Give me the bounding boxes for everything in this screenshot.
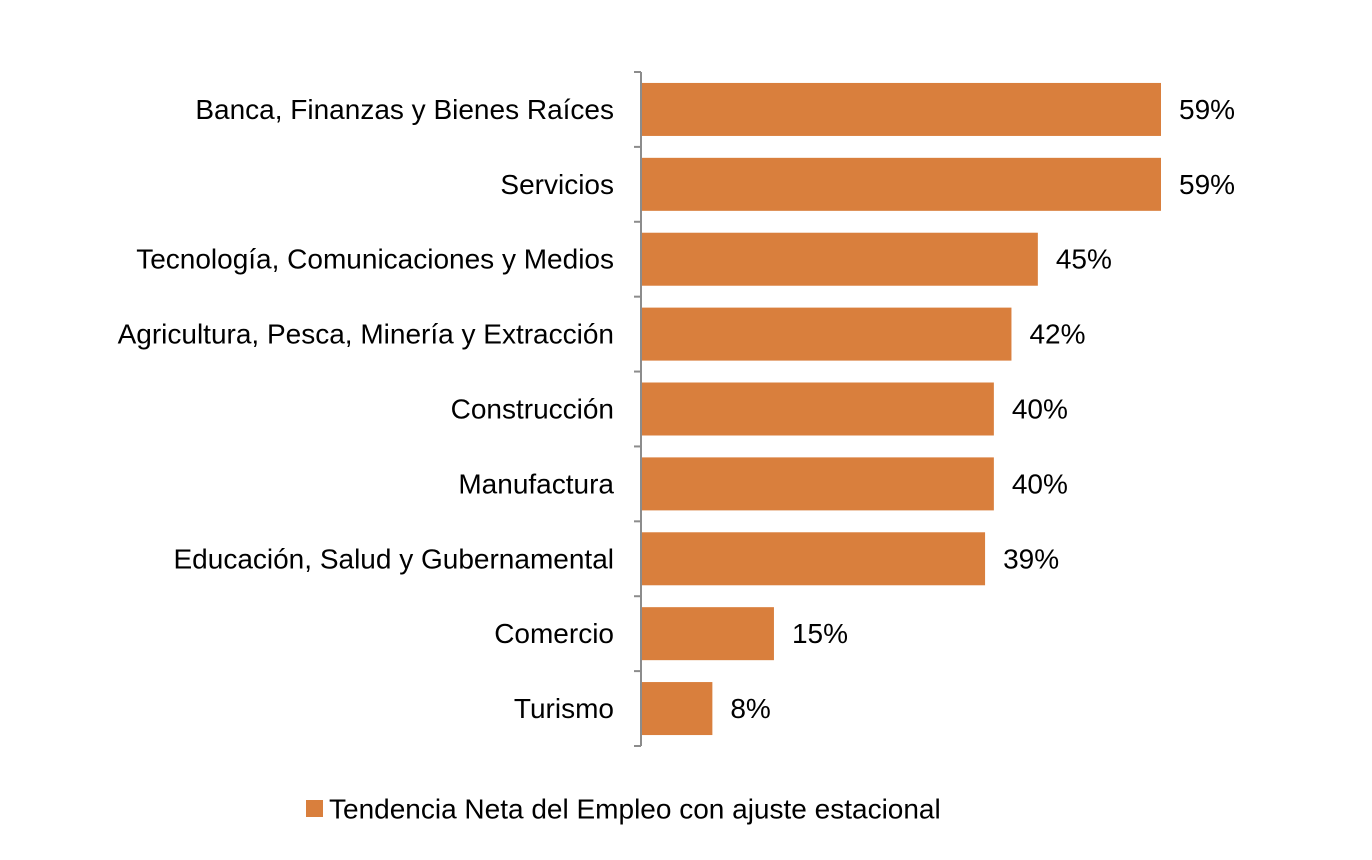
category-label-agricultura-pesca-mineria-y-extraccion: Agricultura, Pesca, Minería y Extracción <box>118 319 614 350</box>
bars-group <box>642 82 1161 736</box>
value-label-construccion: 40% <box>1012 394 1068 425</box>
bar-servicios <box>642 157 1161 211</box>
value-label-agricultura-pesca-mineria-y-extraccion: 42% <box>1029 319 1085 350</box>
bar-comercio <box>642 607 774 661</box>
legend-swatch <box>306 800 323 817</box>
legend-label: Tendencia Neta del Empleo con ajuste est… <box>329 794 941 825</box>
value-label-educacion-salud-y-gubernamental: 39% <box>1003 543 1059 574</box>
bar-banca-finanzas-y-bienes-raices <box>642 82 1161 136</box>
category-label-banca-finanzas-y-bienes-raices: Banca, Finanzas y Bienes Raíces <box>195 94 614 125</box>
value-label-banca-finanzas-y-bienes-raices: 59% <box>1179 94 1235 125</box>
value-label-comercio: 15% <box>792 618 848 649</box>
bar-tecnologia-comunicaciones-y-medios <box>642 232 1038 286</box>
bar-turismo <box>642 682 713 736</box>
bar-agricultura-pesca-mineria-y-extraccion <box>642 307 1012 361</box>
value-label-servicios: 59% <box>1179 169 1235 200</box>
bar-educacion-salud-y-gubernamental <box>642 532 986 586</box>
legend: Tendencia Neta del Empleo con ajuste est… <box>306 794 941 825</box>
category-label-construccion: Construcción <box>451 394 614 425</box>
category-label-turismo: Turismo <box>514 693 614 724</box>
category-labels: Banca, Finanzas y Bienes Raíces Servicios… <box>118 94 615 724</box>
bar-construccion <box>642 382 994 436</box>
category-label-servicios: Servicios <box>500 169 614 200</box>
value-label-tecnologia-comunicaciones-y-medios: 45% <box>1056 244 1112 275</box>
category-label-manufactura: Manufactura <box>458 468 614 499</box>
bar-manufactura <box>642 457 994 511</box>
category-label-tecnologia-comunicaciones-y-medios: Tecnología, Comunicaciones y Medios <box>136 244 614 275</box>
category-label-educacion-salud-y-gubernamental: Educación, Salud y Gubernamental <box>174 543 615 574</box>
category-label-comercio: Comercio <box>494 618 614 649</box>
category-axis <box>634 71 642 747</box>
value-label-turismo: 8% <box>730 693 770 724</box>
value-labels: 59% 59% 45% 42% 40% 40% 39% 15% 8% <box>730 94 1235 724</box>
value-label-manufactura: 40% <box>1012 468 1068 499</box>
